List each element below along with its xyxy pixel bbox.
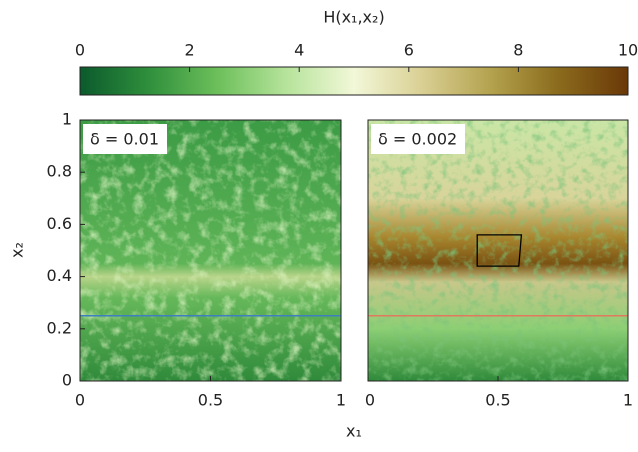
x-tick-label: 0 [75,391,85,410]
colorbar-tick-label: 8 [513,41,523,60]
colorbar [79,66,629,96]
annotation: δ = 0.002 [378,130,457,149]
y-tick-label: 0.6 [47,214,72,233]
y-tick-label: 0.8 [47,162,72,181]
colorbar-tick-label: 10 [618,41,638,60]
y-axis-label: x₂ [8,242,27,258]
colorbar-tick-label: 6 [404,41,414,60]
annotation-box [83,124,167,154]
heatmap-texture [80,120,341,381]
x-axis-label: x₁ [346,422,362,441]
x-tick-label: 1 [623,391,633,410]
zoom-box [476,234,523,267]
x-tick-label: 0.5 [198,391,223,410]
y-tick-label: 0.2 [47,318,72,337]
y-tick-label: 0 [62,371,72,390]
annotation: δ = 0.01 [90,130,159,149]
x-tick-label: 1 [336,391,346,410]
annotation-box [371,124,465,154]
heatmap-texture [368,120,628,381]
x-tick-label: 0.5 [485,391,510,410]
y-tick-label: 1 [62,110,72,129]
colorbar-tick-label: 2 [185,41,195,60]
colorbar-tick-label: 4 [294,41,304,60]
colorbar-tick-label: 0 [75,41,85,60]
x-tick-label: 0 [365,391,375,410]
colorbar-title: H(x₁,x₂) [323,8,384,27]
y-tick-label: 0.4 [47,266,72,285]
